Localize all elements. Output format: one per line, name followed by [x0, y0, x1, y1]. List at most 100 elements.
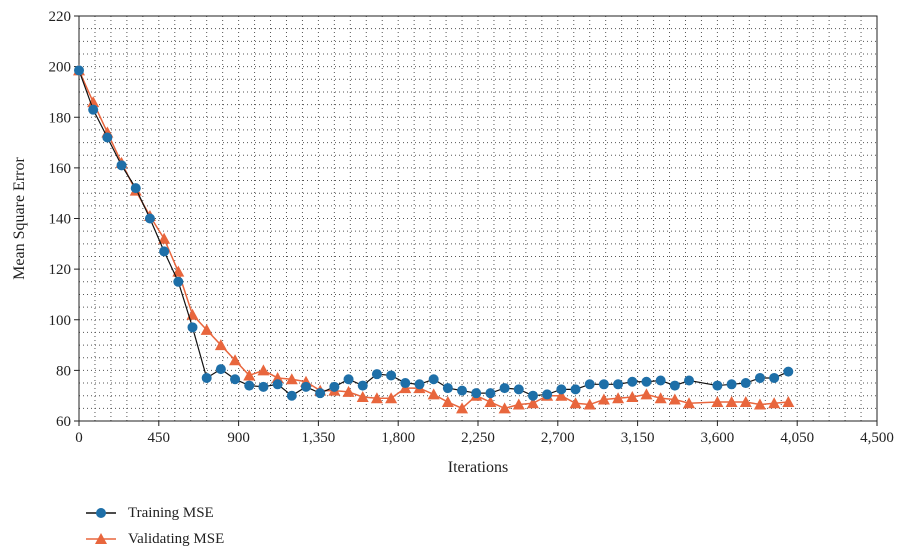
validating-point: [243, 369, 256, 381]
validating-point: [427, 388, 440, 400]
training-point: [669, 380, 680, 391]
training-point: [130, 183, 141, 194]
x-axis-title: Iterations: [448, 459, 508, 476]
grid: [79, 16, 877, 421]
training-point: [754, 372, 765, 383]
validating-point: [597, 393, 610, 405]
training-point: [712, 380, 723, 391]
legend-triangle-marker-icon: [86, 533, 116, 544]
training-point: [187, 322, 198, 333]
x-tick-label: 450: [148, 430, 171, 446]
training-point: [527, 390, 538, 401]
training-point: [74, 65, 84, 76]
validating-point: [385, 392, 398, 404]
validating-point: [711, 396, 724, 408]
training-point: [230, 374, 241, 385]
x-tick-label: 4,050: [780, 430, 814, 446]
validating-point: [456, 402, 469, 414]
validating-point: [725, 396, 738, 408]
validating-point: [200, 323, 213, 335]
validating-point: [158, 232, 171, 244]
training-point: [386, 370, 397, 381]
training-point: [215, 364, 226, 375]
training-point: [457, 385, 468, 396]
training-point: [471, 388, 482, 399]
validating-point: [768, 397, 781, 409]
y-tick-label: 160: [49, 161, 72, 177]
legend-item-training: Training MSE: [84, 500, 224, 526]
validating-point: [753, 398, 766, 410]
training-point: [258, 381, 269, 392]
series-validating: [73, 64, 795, 414]
training-point: [400, 378, 411, 389]
validating-point: [583, 398, 596, 410]
training-point: [371, 369, 382, 380]
x-tick-label: 1,350: [302, 430, 336, 446]
training-point: [414, 379, 425, 390]
training-point: [499, 383, 510, 394]
x-tick-label: 3,150: [621, 430, 655, 446]
training-point: [570, 384, 581, 395]
training-point: [584, 379, 595, 390]
validating-point: [172, 265, 185, 277]
validating-point: [555, 389, 568, 401]
training-point: [102, 132, 113, 143]
validating-point: [782, 396, 795, 408]
x-tick-label: 1,800: [381, 430, 415, 446]
validating-point: [526, 397, 539, 409]
training-point: [428, 374, 439, 385]
series-training: [74, 65, 794, 401]
training-point: [684, 375, 695, 386]
x-tick-label: 2,250: [461, 430, 495, 446]
validating-point: [612, 392, 625, 404]
series: [73, 64, 795, 414]
training-point: [641, 376, 652, 387]
y-tick-label: 60: [56, 414, 71, 430]
y-tick-label: 180: [49, 110, 72, 126]
training-point: [144, 213, 155, 224]
x-tick-label: 4,500: [860, 430, 894, 446]
validating-point: [370, 392, 383, 404]
training-point: [173, 276, 184, 287]
training-point: [783, 366, 794, 377]
training-point: [315, 388, 326, 399]
legend-label-validating: Validating MSE: [128, 530, 225, 547]
line-chart: 0 450 900 1,350 1,800 2,250 2,700 3,150 3,600 4,0…: [11, 9, 894, 476]
validating-point: [484, 396, 497, 408]
y-tick-label: 120: [49, 262, 72, 278]
validating-point: [512, 398, 525, 410]
training-point: [726, 379, 737, 390]
training-point: [513, 384, 524, 395]
legend-item-validating: Validating MSE: [84, 526, 224, 552]
training-point: [329, 381, 340, 392]
training-point: [343, 374, 354, 385]
training-point: [655, 375, 666, 386]
training-point: [286, 390, 297, 401]
y-tick-label: 220: [49, 9, 72, 25]
validating-point: [257, 364, 270, 376]
training-point: [300, 381, 311, 392]
validating-point: [356, 390, 369, 402]
y-tick-label: 200: [49, 60, 72, 76]
validating-point: [229, 354, 242, 366]
legend: Training MSE Validating MSE: [84, 500, 224, 552]
x-tick-label: 2,700: [541, 430, 575, 446]
training-point: [556, 384, 567, 395]
training-point: [244, 380, 255, 391]
training-point: [272, 379, 283, 390]
axis-ticks: 0 450 900 1,350 1,800 2,250 2,700 3,150 3,600 4,0…: [49, 9, 894, 446]
y-tick-label: 100: [49, 313, 72, 329]
training-point: [201, 372, 212, 383]
validating-point: [271, 371, 284, 383]
training-point: [442, 383, 453, 394]
training-point: [542, 389, 553, 400]
validating-point: [342, 385, 355, 397]
validating-line: [78, 70, 789, 410]
training-point: [159, 246, 170, 257]
training-point: [769, 372, 780, 383]
validating-point: [87, 96, 100, 108]
validating-point: [214, 339, 227, 351]
training-point: [627, 376, 638, 387]
validating-point: [441, 396, 454, 408]
training-point: [357, 380, 368, 391]
